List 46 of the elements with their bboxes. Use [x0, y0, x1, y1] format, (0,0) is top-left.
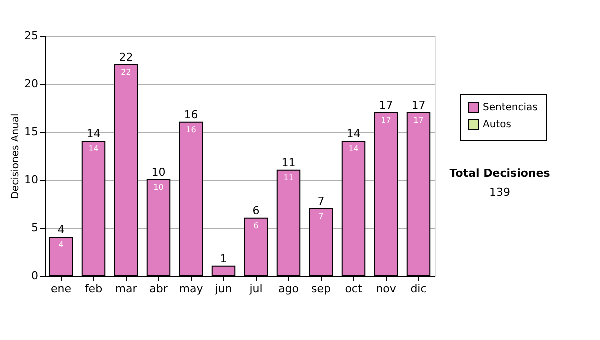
x-tick-label: ene	[50, 282, 72, 296]
y-tick-label: 25	[24, 30, 38, 42]
text: 139	[490, 186, 510, 199]
text: 16	[184, 108, 198, 122]
legend-label: Autos	[483, 120, 512, 130]
data-label: 17	[414, 116, 424, 125]
text: 4	[58, 224, 65, 237]
data-label: 22	[121, 68, 132, 77]
y-tick-label: 10	[24, 174, 38, 186]
x-tick-label: may	[179, 282, 204, 296]
data-label: 7	[318, 212, 324, 221]
y-tick-label: 5	[32, 222, 38, 234]
data-label: 11	[284, 173, 294, 182]
y-tick-label: 20	[24, 78, 38, 90]
data-label: 14	[348, 144, 359, 154]
text: 17	[379, 98, 394, 112]
data-label: 1	[220, 252, 228, 266]
y-axis-title: Decisiones Anual	[10, 114, 22, 200]
text: 10	[152, 166, 166, 179]
x-tick-label: ago	[278, 282, 300, 296]
data-label: 10	[154, 183, 164, 192]
text: 6	[252, 204, 260, 218]
text: 14	[346, 128, 361, 141]
text: 7	[318, 194, 325, 208]
y-tick-label: 0	[32, 270, 38, 282]
text: 22	[119, 50, 134, 64]
data-label: 16	[186, 125, 196, 134]
legend-label: Sentencias	[483, 102, 538, 114]
text: 14	[86, 128, 101, 141]
x-tick-label: mar	[115, 282, 138, 296]
data-label: 14	[88, 144, 99, 154]
y-tick-label: 15	[24, 126, 38, 138]
data-label: 17	[381, 116, 392, 125]
x-tick-label: jun	[214, 282, 232, 296]
x-tick-label: sep	[312, 282, 332, 296]
x-tick-label: feb	[84, 282, 103, 296]
x-tick-label: dic	[410, 282, 427, 296]
data-label: 4	[58, 240, 64, 250]
x-tick-label: jul	[248, 282, 263, 296]
data-label: 6	[254, 221, 259, 230]
x-tick-label: oct	[345, 282, 363, 296]
x-tick-label: abr	[150, 282, 168, 296]
x-tick-label: nov	[376, 282, 397, 296]
text: 11	[282, 156, 296, 170]
text: Total Decisiones	[450, 167, 551, 180]
text: 17	[412, 98, 426, 112]
